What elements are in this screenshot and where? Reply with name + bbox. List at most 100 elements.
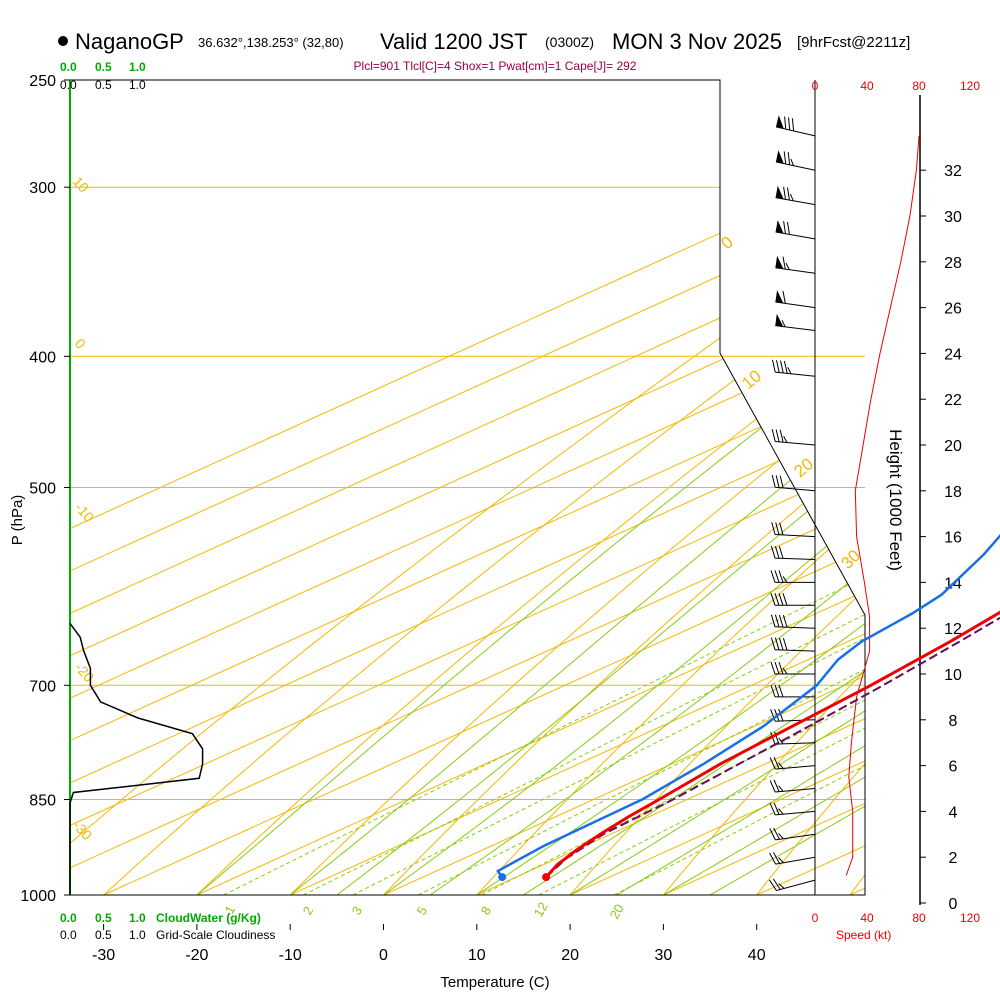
wind-barb-feather: [790, 158, 794, 166]
wind-barb: [769, 756, 816, 770]
wind-barb-feather: [775, 429, 780, 443]
wind-barb-staff: [775, 161, 816, 171]
wind-barb-feather: [775, 475, 780, 488]
mixing-ratio-label: 12: [531, 899, 551, 919]
pressure-tick-label: 700: [29, 678, 56, 695]
wind-barb-pennant: [775, 255, 784, 269]
pressure-tick-label: 500: [29, 481, 56, 498]
cloud-water-tick: 0.0: [60, 60, 77, 74]
wind-barb: [768, 878, 816, 891]
temperature-tick-label: -20: [185, 947, 208, 964]
height-tick-label: 30: [944, 209, 962, 226]
wind-barb-staff: [774, 649, 816, 652]
moist-adiabat-line: [383, 80, 865, 895]
wind-barb-feather: [771, 474, 776, 488]
wind-barb-pennant: [776, 115, 784, 129]
isotherm-line: [849, 80, 865, 895]
isotherm-line: [70, 80, 865, 895]
temperature-profile: [542, 610, 1000, 882]
mixing-ratio-line: [417, 355, 865, 895]
dry-adiabat-line: [545, 80, 865, 895]
height-axis-title: Height (1000 Feet): [886, 429, 905, 571]
speed-tick-top: 80: [912, 79, 926, 93]
isotherm-label: -30: [70, 817, 96, 843]
wind-barb-feather: [782, 637, 788, 651]
temperature-tick-label: -10: [279, 947, 302, 964]
wind-barb-feather: [770, 684, 776, 698]
mixing-ratio-line: [613, 355, 865, 895]
wind-barb: [775, 220, 816, 240]
speed-tick-bottom: 120: [960, 911, 980, 925]
wind-barb-feather: [773, 827, 780, 840]
wind-barb-feather: [774, 593, 780, 606]
wind-barb-feather: [783, 221, 786, 234]
temperature-axis-title: Temperature (C): [440, 974, 549, 991]
wind-barb-staff: [775, 534, 816, 538]
wind-barb-feather: [775, 522, 780, 535]
wind-barb-feather: [784, 116, 787, 130]
dewpoint-profile: [496, 533, 1000, 882]
wind-barb: [769, 827, 816, 841]
moist-adiabat-line: [523, 80, 865, 895]
wind-barb-feather: [770, 570, 776, 583]
cloudiness-tick: 1.0: [129, 78, 146, 92]
dry-adiabat-label: 20: [790, 454, 817, 481]
valid-utc: (0300Z): [545, 34, 594, 50]
wind-barb-staff: [774, 719, 816, 722]
isotherm-label: -20: [72, 659, 98, 685]
height-tick-label: 16: [944, 530, 962, 547]
wind-barb-staff: [775, 486, 816, 492]
wind-barb: [772, 359, 816, 377]
wind-barb: [770, 637, 816, 652]
temperature-tick-label: 10: [468, 947, 486, 964]
wind-barb-feather: [778, 570, 784, 583]
isotherm-line: [103, 80, 865, 895]
wind-barb-feather: [773, 852, 780, 864]
wind-barb-feather: [778, 762, 784, 769]
wind-barb: [770, 614, 816, 629]
header-svg: NaganoGP 36.632°,138.253° (32,80) Valid …: [58, 29, 910, 54]
wind-barb: [771, 429, 816, 446]
wind-barb-feather: [774, 637, 780, 650]
wind-barb-feather: [785, 262, 790, 270]
wind-barb-feather: [774, 684, 780, 698]
isotherm-line: [70, 80, 865, 895]
wind-barb-feather: [782, 576, 788, 583]
height-tick-label: 20: [944, 438, 962, 455]
speed-tick-bottom: 0: [812, 911, 819, 925]
wind-barb-staff: [775, 765, 816, 770]
wind-barb-feather: [782, 256, 786, 270]
station-coords: 36.632°,138.253° (32,80): [198, 35, 344, 50]
wind-barb-feather: [769, 780, 776, 793]
wind-barb-feather: [770, 661, 776, 675]
wind-barb-staff: [775, 197, 816, 206]
moist-adiabat-line: [196, 80, 865, 895]
wind-barb-feather: [783, 186, 786, 200]
cloudiness-line: [69, 622, 204, 895]
moist-adiabat-line: [569, 80, 865, 895]
wind-barb: [775, 313, 816, 331]
wind-barb: [770, 731, 816, 745]
wind-barb-feather: [778, 637, 784, 651]
frame-outline: [70, 79, 866, 896]
moist-adiabat-line: [616, 80, 865, 895]
speed-tick-top: 0: [812, 79, 819, 93]
temperature-tick-label: 0: [379, 947, 388, 964]
cloud-water-tick: 0.5: [95, 911, 112, 925]
wind-barb-feather: [779, 429, 784, 443]
wind-barb: [770, 545, 816, 560]
cloudiness-profile: [69, 622, 204, 895]
wind-barb-feather: [778, 661, 784, 675]
wind-barb: [775, 255, 816, 274]
pressure-tick-label: 250: [29, 73, 56, 90]
cloudiness-tick: 0.5: [95, 928, 112, 942]
dry-adiabat-line: [166, 80, 865, 895]
moist-adiabat-line: [429, 80, 865, 895]
cloud-water-tick: 0.0: [60, 911, 77, 925]
wind-barb-feather: [778, 833, 784, 840]
wind-barb-staff: [775, 810, 816, 816]
mixing-ratio-label: 20: [607, 901, 627, 921]
wind-barb-pennant: [775, 220, 784, 234]
height-tick-label: 4: [949, 804, 958, 821]
speed-tick-top: 40: [860, 79, 874, 93]
